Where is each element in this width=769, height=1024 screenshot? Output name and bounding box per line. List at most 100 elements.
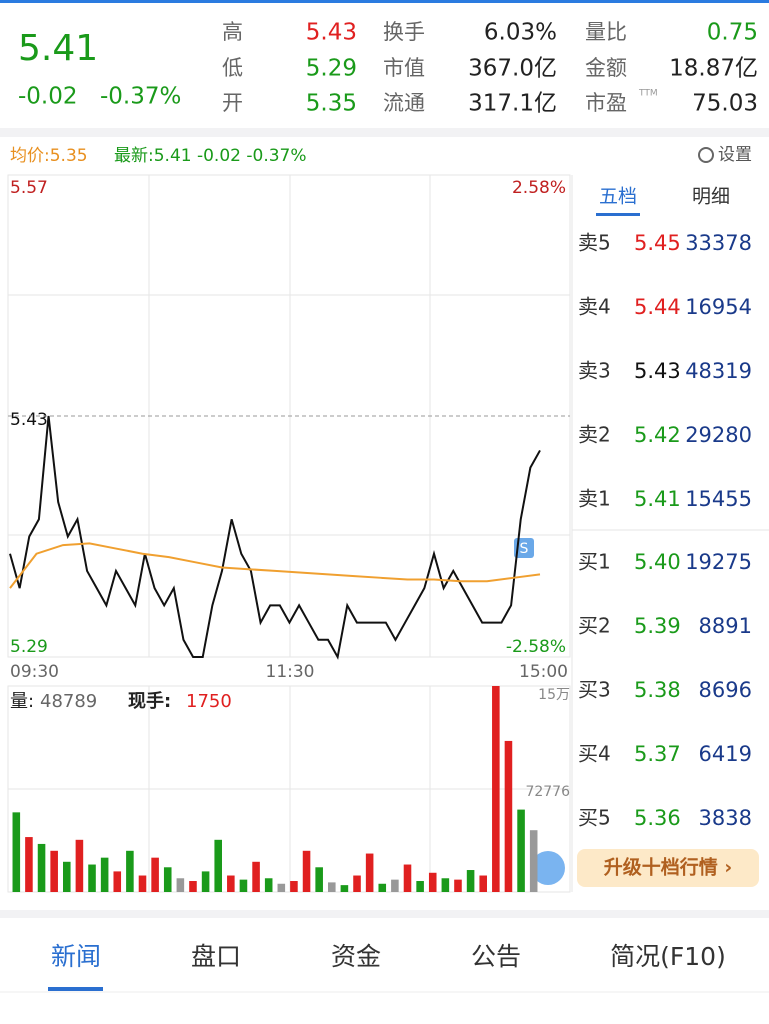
nav-tab[interactable]: 新闻: [51, 942, 101, 971]
volume-bar: [466, 870, 475, 892]
expand-button[interactable]: [531, 851, 565, 885]
vol-value: 48789: [40, 691, 97, 712]
stat-label: 开: [222, 91, 243, 115]
pct-bottom: -2.58%: [506, 637, 566, 657]
series-line: [9, 542, 541, 589]
volume-bar: [189, 881, 197, 892]
volume-bar: [529, 830, 538, 892]
volume-bar: [441, 878, 450, 892]
top-bar: [0, 0, 769, 3]
book-price: 5.39: [634, 614, 681, 638]
stat-value: 5.43: [306, 20, 357, 46]
stat-label: 市盈: [585, 91, 627, 115]
separator: [0, 910, 769, 918]
book-label: 买3: [578, 678, 611, 702]
volume-bar: [517, 809, 525, 892]
book-label: 买2: [578, 614, 611, 638]
volume-bar: [163, 867, 172, 892]
book-tab[interactable]: 明细: [692, 186, 730, 208]
gear-icon[interactable]: [698, 147, 714, 163]
volume-bar: [340, 885, 349, 892]
nav-tab[interactable]: 公告: [471, 942, 521, 971]
settings[interactable]: 设置: [718, 145, 752, 165]
book-price: 5.38: [634, 678, 681, 702]
nav-underline: [48, 987, 103, 991]
volume-bar: [151, 857, 159, 892]
volume-bar: [201, 871, 210, 892]
hand-label: 现手:: [128, 690, 171, 712]
stat-label: 金额: [585, 56, 627, 80]
stat-value: 5.35: [306, 91, 357, 117]
price: 5.41: [18, 28, 98, 69]
volume-bar: [504, 740, 513, 892]
volume-bar: [88, 864, 96, 892]
volume-bar: [176, 878, 185, 892]
book-label: 卖3: [578, 359, 611, 383]
chart-frame: [7, 174, 769, 893]
book-volume: 33378: [685, 231, 752, 255]
volume-bar: [302, 850, 311, 892]
book-tab[interactable]: 五档: [599, 186, 637, 208]
separator: [0, 128, 769, 137]
volume-bar: [100, 857, 109, 892]
volume-bar: [239, 879, 248, 892]
book-volume: 15455: [685, 487, 752, 511]
volume-bar: [75, 839, 84, 892]
book-volume: 29280: [685, 423, 752, 447]
volume-bar: [428, 872, 437, 892]
volume-bar: [37, 843, 46, 892]
change-pct: -0.37%: [100, 84, 181, 110]
vol-tick-label: 72776: [525, 784, 570, 800]
volume-bar: [25, 837, 33, 892]
volume-bar: [479, 875, 487, 892]
y-tick-label: 5.57: [10, 178, 48, 198]
stat-label: 换手: [383, 20, 425, 44]
volume-bar: [365, 853, 374, 892]
book-volume: 8891: [699, 614, 752, 638]
upgrade-button[interactable]: [577, 849, 759, 887]
volume-bar: [403, 864, 412, 892]
volume-bar: [378, 883, 387, 892]
hand-value: 1750: [186, 691, 232, 712]
stat-label: 市值: [383, 56, 425, 80]
stat-value: 317.1亿: [468, 91, 557, 117]
book-label: 买1: [578, 550, 611, 574]
volume-bar: [353, 875, 361, 892]
book-label: 卖4: [578, 295, 611, 319]
volume-bar: [315, 867, 323, 892]
stat-value: 75.03: [692, 91, 758, 117]
book-price: 5.40: [634, 550, 681, 574]
vol-label: 量:: [10, 691, 34, 712]
book-volume: 16954: [685, 295, 752, 319]
nav-tab[interactable]: 简况(F10): [610, 942, 726, 971]
nav-tab[interactable]: 盘口: [191, 942, 241, 971]
book-price: 5.41: [634, 487, 681, 511]
stat-value: 6.03%: [484, 20, 557, 46]
book-price: 5.45: [634, 231, 681, 255]
vol-tick-label: 15万: [538, 687, 570, 703]
volume-bar: [277, 883, 286, 892]
volume-bar: [252, 861, 260, 892]
nav-tab[interactable]: 资金: [331, 942, 381, 971]
stat-value: 5.29: [306, 56, 357, 82]
book-label: 买5: [578, 806, 611, 830]
volume-bar: [391, 879, 399, 892]
marker[interactable]: S: [520, 541, 529, 557]
upgrade-text[interactable]: 升级十档行情 ›: [604, 856, 732, 879]
book-price: 5.37: [634, 742, 681, 766]
book-volume: 6419: [699, 742, 752, 766]
stat-label: 流通: [383, 91, 425, 115]
stat-label: 低: [222, 56, 243, 80]
book-price: 5.43: [634, 359, 681, 383]
series-line: [9, 415, 541, 660]
stat-label: 高: [222, 20, 243, 44]
volume-bar: [227, 875, 235, 892]
volume-bar: [328, 882, 336, 892]
volume-bar: [416, 881, 424, 892]
book-price: 5.42: [634, 423, 681, 447]
book-price: 5.44: [634, 295, 681, 319]
avg-label: 均价:5.35: [10, 146, 88, 166]
volume-bar: [138, 875, 147, 892]
volume-bar: [454, 879, 462, 892]
